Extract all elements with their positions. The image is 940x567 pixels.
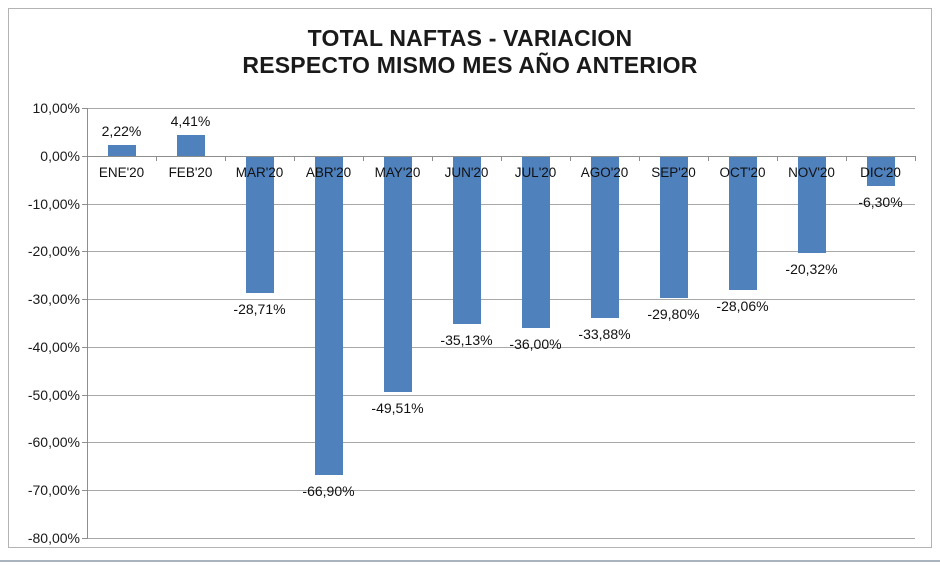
gridline	[87, 203, 915, 205]
x-axis-tick	[363, 155, 364, 161]
x-axis-tick	[846, 155, 847, 161]
y-axis-tick	[82, 155, 87, 157]
y-axis-tick	[82, 538, 87, 539]
data-label-ENE'20: 2,22%	[101, 123, 142, 140]
y-axis-tick	[82, 203, 87, 205]
category-label-MAY'20: MAY'20	[374, 164, 421, 180]
x-axis-tick	[915, 155, 916, 161]
bar-DIC'20	[866, 155, 895, 186]
data-label-MAR'20: -28,71%	[233, 300, 286, 317]
y-axis-tick-label: -50,00%	[27, 386, 80, 403]
image-bottom-edge	[0, 560, 940, 562]
x-axis-tick	[156, 155, 157, 161]
y-axis-tick-label: 0,00%	[40, 147, 80, 164]
gridline	[87, 299, 915, 301]
data-label-JUN'20: -35,13%	[440, 331, 493, 348]
x-axis-tick	[708, 155, 709, 161]
bar-AGO'20	[590, 155, 619, 318]
bar-JUL'20	[521, 155, 550, 328]
y-axis-tick	[82, 346, 87, 348]
x-axis-tick	[777, 155, 778, 161]
data-label-FEB'20: 4,41%	[170, 112, 211, 129]
category-label-DIC'20: DIC'20	[860, 164, 901, 180]
y-axis-tick	[82, 442, 87, 444]
bar-OCT'20	[728, 155, 757, 290]
category-label-SEP'20: SEP'20	[651, 164, 696, 180]
chart-title-line1: TOTAL NAFTAS - VARIACION	[307, 25, 633, 51]
data-label-OCT'20: -28,06%	[716, 297, 769, 314]
y-axis-tick-label: -60,00%	[27, 434, 80, 451]
data-label-DIC'20: -6,30%	[858, 193, 903, 210]
data-label-JUL'20: -36,00%	[509, 335, 562, 352]
bar-MAY'20	[383, 155, 412, 393]
category-label-ABR'20: ABR'20	[305, 164, 352, 180]
category-label-JUL'20: JUL'20	[514, 164, 557, 180]
y-axis-tick-label: -70,00%	[27, 482, 80, 499]
y-axis-tick-label: -20,00%	[27, 243, 80, 260]
gridline	[87, 394, 915, 396]
y-axis-tick-label: -10,00%	[27, 195, 80, 212]
data-label-AGO'20: -33,88%	[578, 325, 631, 342]
category-label-JUN'20: JUN'20	[444, 164, 489, 180]
y-axis-tick	[82, 108, 87, 109]
category-label-MAR'20: MAR'20	[235, 164, 284, 180]
gridline	[87, 251, 915, 253]
bar-NOV'20	[797, 155, 826, 253]
gridline	[87, 442, 915, 444]
y-axis-tick-label: -40,00%	[27, 338, 80, 355]
gridline	[87, 490, 915, 492]
data-label-NOV'20: -20,32%	[785, 260, 838, 277]
y-axis-tick-label: 10,00%	[32, 100, 80, 116]
x-axis-tick	[87, 155, 88, 161]
category-label-NOV'20: NOV'20	[788, 164, 835, 180]
gridline	[87, 108, 915, 109]
y-axis-tick	[82, 299, 87, 301]
y-axis-line	[87, 108, 88, 539]
y-axis-tick	[82, 490, 87, 492]
data-label-ABR'20: -66,90%	[302, 483, 355, 500]
chart-title: TOTAL NAFTAS - VARIACION RESPECTO MISMO …	[8, 25, 932, 79]
x-axis-tick	[225, 155, 226, 161]
bar-MAR'20	[245, 155, 274, 293]
x-axis-tick	[294, 155, 295, 161]
data-label-MAY'20: -49,51%	[371, 400, 424, 417]
bar-FEB'20	[176, 134, 205, 156]
bar-ENE'20	[107, 145, 136, 156]
bar-SEP'20	[659, 155, 688, 299]
bar-JUN'20	[452, 155, 481, 324]
x-axis-tick	[570, 155, 571, 161]
data-label-SEP'20: -29,80%	[647, 306, 700, 323]
y-axis-tick-label: -30,00%	[27, 291, 80, 308]
y-axis-tick	[82, 251, 87, 253]
bar-ABR'20	[314, 155, 343, 476]
x-axis-tick	[501, 155, 502, 161]
gridline	[87, 346, 915, 348]
category-label-OCT'20: OCT'20	[719, 164, 766, 180]
x-axis-tick	[432, 155, 433, 161]
x-axis-tick	[639, 155, 640, 161]
category-label-FEB'20: FEB'20	[168, 164, 213, 180]
category-label-AGO'20: AGO'20	[580, 164, 629, 180]
gridline	[87, 538, 915, 539]
chart-title-line2: RESPECTO MISMO MES AÑO ANTERIOR	[242, 52, 698, 78]
category-label-ENE'20: ENE'20	[98, 164, 145, 180]
y-axis-tick	[82, 394, 87, 396]
y-axis-tick-label: -80,00%	[27, 530, 80, 546]
